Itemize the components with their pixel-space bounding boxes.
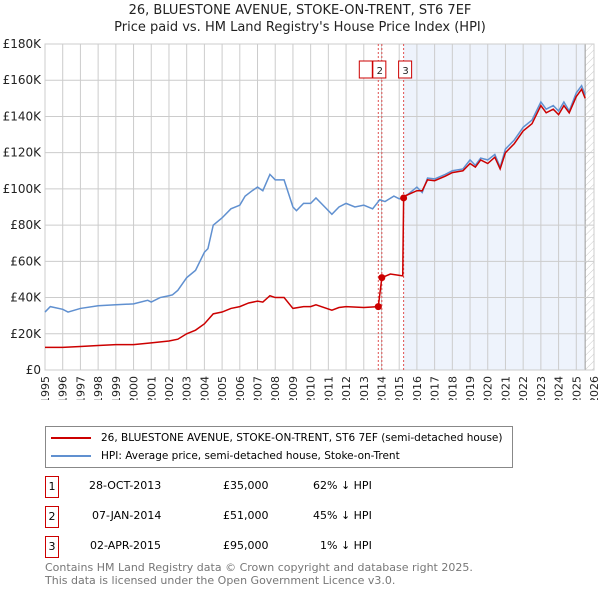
footer-line: This data is licensed under the Open Gov…: [45, 574, 396, 587]
y-tick-label: £40K: [10, 291, 42, 305]
transaction-price: £35,000: [223, 479, 269, 492]
x-tick-label: 2007: [252, 376, 265, 400]
transaction-date: 28-OCT-2013: [89, 479, 162, 492]
y-tick-label: £100K: [3, 182, 43, 196]
series-line: [45, 87, 586, 349]
sale-badge-label: 2: [377, 66, 383, 77]
y-tick-label: £140K: [3, 109, 43, 123]
x-tick-label: 2020: [482, 376, 495, 400]
x-tick-label: 2006: [234, 376, 247, 400]
x-tick-label: 2014: [375, 376, 388, 400]
x-tick-label: 1996: [57, 376, 70, 400]
x-tick-label: 2011: [322, 376, 335, 400]
y-tick-label: £20K: [10, 327, 42, 341]
x-tick-label: 2009: [287, 376, 300, 400]
x-tick-label: 2005: [216, 376, 229, 400]
x-tick-label: 2022: [517, 376, 530, 400]
transaction-row: 3 02-APR-2015 £95,000 1% ↓ HPI: [45, 536, 425, 558]
marker-badge: 2: [45, 506, 59, 528]
x-tick-label: 2010: [305, 376, 318, 400]
x-tick-label: 2001: [145, 376, 158, 400]
x-tick-label: 1995: [39, 376, 52, 400]
transaction-price: £51,000: [223, 509, 269, 522]
sale-point: [400, 194, 408, 202]
transaction-row: 1 28-OCT-2013 £35,000 62% ↓ HPI: [45, 476, 425, 498]
plot: 1995 1996 1997 1998 1999 2000 2001 2002 2003 2004…: [3, 37, 600, 400]
x-tick-label: 2015: [393, 376, 406, 400]
legend: 26, BLUESTONE AVENUE, STOKE-ON-TRENT, ST…: [45, 426, 513, 468]
x-tick-label: 2017: [429, 376, 442, 400]
plot-frame: [44, 43, 595, 371]
x-tick-label: 2023: [535, 376, 548, 400]
transaction-row: 2 07-JAN-2014 £51,000 45% ↓ HPI: [45, 506, 425, 528]
chart-subtitle: Price paid vs. HM Land Registry's House …: [114, 20, 486, 35]
x-tick-label: 2016: [411, 376, 424, 400]
y-tick-label: £80K: [10, 218, 42, 232]
transaction-hpi: 62% ↓ HPI: [313, 479, 372, 492]
legend-hpi-label: HPI: Average price, semi-detached house,…: [101, 450, 400, 462]
x-tick-label: 2018: [446, 376, 459, 400]
transaction-date: 07-JAN-2014: [92, 509, 162, 522]
x-tick-label: 1997: [74, 376, 87, 400]
x-tick-label: 2013: [358, 376, 371, 400]
sale-point: [374, 303, 382, 311]
x-tick-label: 2008: [269, 376, 282, 400]
footer-line: Contains HM Land Registry data © Crown c…: [45, 561, 473, 574]
y-tick-label: £180K: [3, 37, 43, 51]
sale-badge: [372, 60, 387, 79]
x-tick-label: 2025: [570, 376, 583, 400]
transaction-price: £95,000: [223, 539, 269, 552]
x-tick-label: 2021: [499, 376, 512, 400]
future-shade: [403, 44, 586, 370]
legend-property-swatch: [51, 437, 91, 439]
x-tick-label: 1999: [110, 376, 123, 400]
legend-hpi-swatch: [51, 455, 91, 457]
transaction-date: 02-APR-2015: [90, 539, 162, 552]
sale-badge-label: 3: [402, 66, 408, 77]
y-tick-label: £120K: [3, 146, 43, 160]
x-tick-label: 2019: [464, 376, 477, 400]
x-tick-label: 2026: [588, 376, 600, 400]
hatched-region: [585, 44, 594, 370]
legend-property-label: 26, BLUESTONE AVENUE, STOKE-ON-TRENT, ST…: [101, 432, 503, 444]
transaction-hpi: 45% ↓ HPI: [313, 509, 372, 522]
y-tick-label: £60K: [10, 254, 42, 268]
y-tick-label: £0: [26, 363, 41, 377]
x-tick-label: 2024: [553, 376, 566, 400]
marker-badge: 3: [45, 536, 59, 558]
x-tick-label: 2002: [163, 376, 176, 400]
sale-point: [378, 274, 386, 282]
x-tick-label: 2003: [181, 376, 194, 400]
chart-title: 26, BLUESTONE AVENUE, STOKE-ON-TRENT, ST…: [128, 3, 472, 18]
series-line: [44, 84, 586, 313]
legend-property: 26, BLUESTONE AVENUE, STOKE-ON-TRENT, ST…: [51, 430, 503, 446]
x-tick-label: 1998: [92, 376, 105, 400]
x-tick-label: 2004: [198, 376, 211, 400]
transaction-hpi: 1% ↓ HPI: [320, 539, 372, 552]
marker-badge: 1: [45, 476, 59, 498]
sale-badge: [398, 60, 413, 79]
legend-hpi: HPI: Average price, semi-detached house,…: [51, 448, 400, 464]
x-tick-label: 2012: [340, 376, 353, 400]
y-tick-label: £160K: [3, 73, 43, 87]
x-tick-label: 2000: [128, 376, 141, 400]
sale-badge: [358, 60, 373, 79]
